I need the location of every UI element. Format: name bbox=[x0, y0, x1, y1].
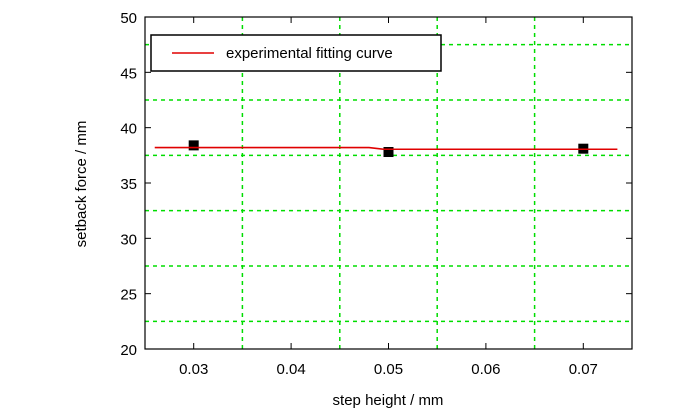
y-tick-label: 25 bbox=[120, 287, 137, 304]
x-tick-label: 0.04 bbox=[276, 361, 305, 378]
x-tick-label: 0.03 bbox=[179, 361, 208, 378]
x-tick-label: 0.05 bbox=[374, 361, 403, 378]
legend-label: experimental fitting curve bbox=[226, 45, 393, 62]
plot-series bbox=[154, 140, 618, 158]
y-tick-label: 30 bbox=[120, 231, 137, 248]
y-tick-label: 45 bbox=[120, 65, 137, 82]
y-tick-label: 50 bbox=[120, 10, 137, 27]
x-axis-label: step height / mm bbox=[333, 392, 444, 409]
x-tick-label: 0.06 bbox=[471, 361, 500, 378]
x-tick-label: 0.07 bbox=[569, 361, 598, 378]
data-point-marker bbox=[188, 140, 199, 151]
data-point-marker bbox=[383, 147, 394, 158]
y-axis-label: setback force / mm bbox=[73, 121, 90, 248]
y-tick-label: 20 bbox=[120, 342, 137, 359]
y-tick-label: 40 bbox=[120, 121, 137, 138]
y-tick-label: 35 bbox=[120, 176, 137, 193]
legend: experimental fitting curve bbox=[150, 34, 442, 72]
axis-ticks: 0.03 0.04 0.05 0.06 0.07 20 25 30 35 40 45 50 bbox=[120, 10, 632, 378]
fitting-curve-line bbox=[154, 146, 618, 151]
